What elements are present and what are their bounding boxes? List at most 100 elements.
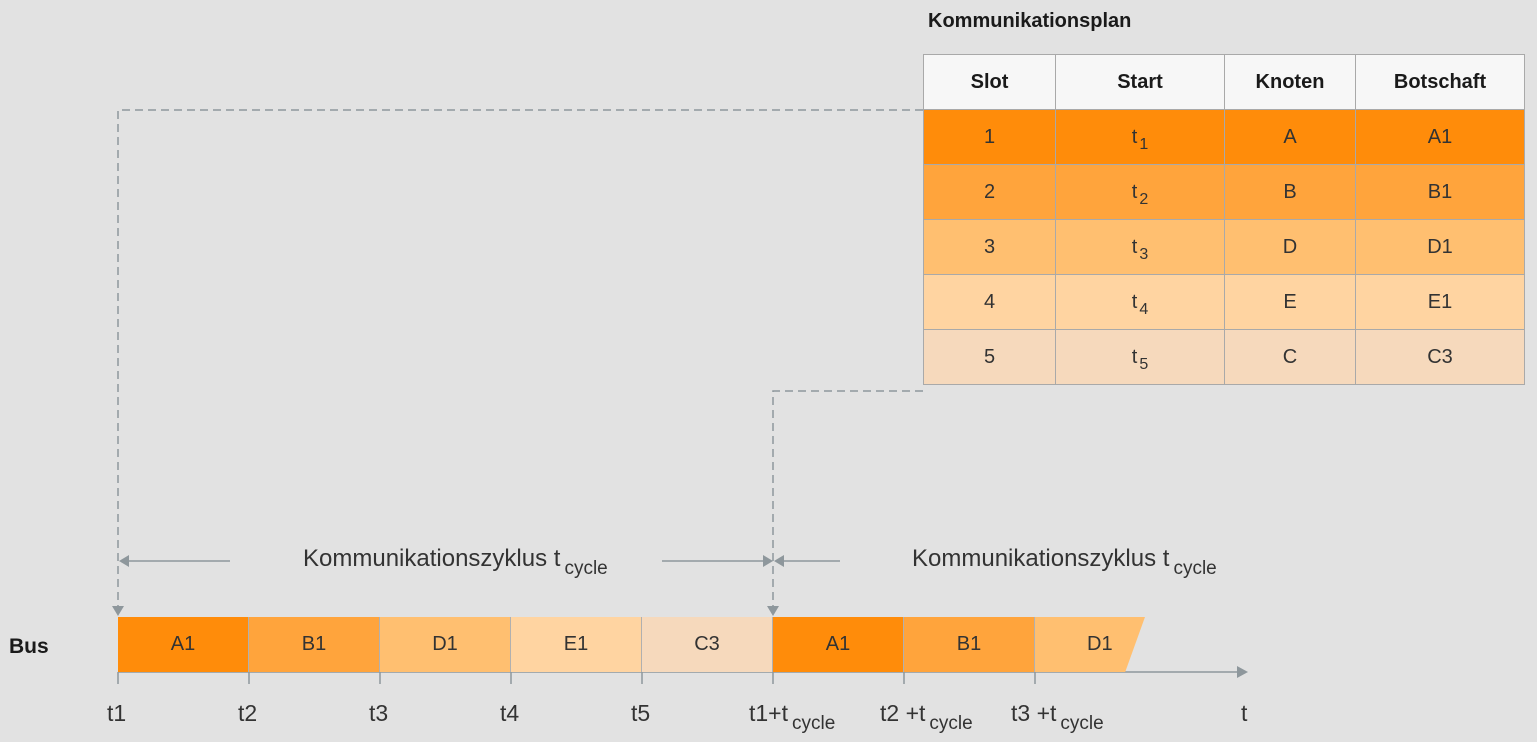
communication-plan-table: Slot Start Knoten Botschaft 1 t 1 A A1 2 t 2 B B1… bbox=[923, 54, 1525, 385]
table-header-row: Slot Start Knoten Botschaft bbox=[923, 54, 1525, 110]
tick-label-text: t1+t bbox=[749, 700, 789, 726]
cell-slot-text: 1 bbox=[983, 125, 996, 148]
tick-label: t5 bbox=[631, 700, 650, 727]
cell-start-subscript: 4 bbox=[1139, 300, 1149, 318]
cycle1-left-arrowhead bbox=[119, 555, 129, 567]
tick-label-sub: cycle bbox=[1060, 713, 1104, 734]
bus-label: Bus bbox=[9, 635, 49, 658]
tick-label-sub: cycle bbox=[792, 713, 836, 734]
cell-slot-text: 3 bbox=[983, 235, 996, 258]
cell-message: B1 bbox=[1355, 164, 1525, 220]
cycle1-right-arrowhead bbox=[763, 555, 773, 567]
cell-start-text: t bbox=[1131, 180, 1138, 203]
tick-label: t4 bbox=[500, 700, 519, 727]
cell-slot: 2 bbox=[923, 164, 1056, 220]
cell-slot: 3 bbox=[923, 219, 1056, 275]
bus-segment: B1 bbox=[904, 617, 1035, 672]
slot5-connector bbox=[772, 390, 923, 606]
tick-label-text: t3 +t bbox=[1011, 700, 1057, 726]
plan-title: Kommunikationsplan bbox=[928, 10, 1132, 32]
header-start: Start bbox=[1055, 54, 1225, 110]
bus-segment: C3 bbox=[642, 617, 773, 672]
cell-slot: 5 bbox=[923, 329, 1056, 385]
slot1-connector bbox=[117, 109, 923, 606]
table-row: 5 t 5 C C3 bbox=[923, 329, 1525, 385]
bus-segment: A1 bbox=[118, 617, 249, 672]
bus-segment: D1 bbox=[1035, 617, 1145, 672]
slot5-arrowhead bbox=[767, 606, 779, 616]
cell-start-text: t bbox=[1131, 125, 1138, 148]
cycle-label-sub: cycle bbox=[1173, 558, 1217, 579]
tick-label: t bbox=[1241, 700, 1247, 727]
cell-start-subscript: 5 bbox=[1139, 355, 1149, 373]
table-row: 1 t 1 A A1 bbox=[923, 109, 1525, 165]
cell-node: C bbox=[1224, 329, 1356, 385]
tick-label-text: t4 bbox=[500, 700, 520, 726]
cell-start-text: t bbox=[1131, 290, 1138, 313]
cell-slot: 4 bbox=[923, 274, 1056, 330]
tick-label-sub: cycle bbox=[929, 713, 973, 734]
cycle-label-sub: cycle bbox=[564, 558, 608, 579]
tick-label: t2 +t cycle bbox=[880, 700, 973, 734]
cycle-label-text: Kommunikationszyklus t bbox=[303, 545, 561, 572]
cell-message-text: D1 bbox=[1427, 235, 1453, 258]
tick-label: t3 +t cycle bbox=[1011, 700, 1104, 734]
bus-segment: A1 bbox=[773, 617, 904, 672]
cell-message: E1 bbox=[1355, 274, 1525, 330]
cell-start-subscript: 2 bbox=[1139, 190, 1149, 208]
tick-label-text: t bbox=[1241, 700, 1248, 726]
bus-segment: D1 bbox=[380, 617, 511, 672]
cell-message: C3 bbox=[1355, 329, 1525, 385]
tick-label-text: t5 bbox=[631, 700, 651, 726]
table-row: 3 t 3 D D1 bbox=[923, 219, 1525, 275]
cell-slot-text: 5 bbox=[983, 345, 996, 368]
cell-message-text: B1 bbox=[1427, 180, 1453, 203]
cycle-label: Kommunikationszyklus t cycle bbox=[303, 545, 608, 579]
cell-node-text: D bbox=[1282, 235, 1298, 258]
tick-label-text: t2 +t bbox=[880, 700, 926, 726]
cell-start-subscript: 3 bbox=[1139, 245, 1149, 263]
cell-node: E bbox=[1224, 274, 1356, 330]
cell-node-text: B bbox=[1283, 180, 1297, 203]
tick-label-text: t2 bbox=[238, 700, 258, 726]
tick-label: t3 bbox=[369, 700, 388, 727]
table-row: 2 t 2 B B1 bbox=[923, 164, 1525, 220]
slot1-arrowhead bbox=[112, 606, 124, 616]
cell-node: D bbox=[1224, 219, 1356, 275]
time-axis-arrowhead bbox=[1237, 666, 1248, 678]
cell-start-subscript: 1 bbox=[1139, 135, 1149, 153]
tick-label: t2 bbox=[238, 700, 257, 727]
cell-message-text: C3 bbox=[1427, 345, 1453, 368]
cycle-label-text: Kommunikationszyklus t bbox=[912, 545, 1170, 572]
tick-label-text: t3 bbox=[369, 700, 389, 726]
cell-node-text: C bbox=[1282, 345, 1298, 368]
cell-start-text: t bbox=[1131, 235, 1138, 258]
table-row: 4 t 4 E E1 bbox=[923, 274, 1525, 330]
cell-node: B bbox=[1224, 164, 1356, 220]
cycle-label: Kommunikationszyklus t cycle bbox=[912, 545, 1217, 579]
tick-label: t1+t cycle bbox=[749, 700, 835, 734]
tick-label: t1 bbox=[107, 700, 126, 727]
header-node: Knoten bbox=[1224, 54, 1356, 110]
cell-message-text: E1 bbox=[1427, 290, 1453, 313]
cell-slot-text: 2 bbox=[983, 180, 996, 203]
cell-message: D1 bbox=[1355, 219, 1525, 275]
bus-segment: E1 bbox=[511, 617, 642, 672]
tick-label-text: t1 bbox=[107, 700, 127, 726]
cell-node-text: A bbox=[1283, 125, 1297, 148]
cell-message-text: A1 bbox=[1427, 125, 1453, 148]
header-message: Botschaft bbox=[1355, 54, 1525, 110]
cell-message: A1 bbox=[1355, 109, 1525, 165]
header-slot: Slot bbox=[923, 54, 1056, 110]
cell-slot-text: 4 bbox=[983, 290, 996, 313]
cell-start-text: t bbox=[1131, 345, 1138, 368]
bus-segment: B1 bbox=[249, 617, 380, 672]
cycle2-left-arrowhead bbox=[774, 555, 784, 567]
cell-slot: 1 bbox=[923, 109, 1056, 165]
